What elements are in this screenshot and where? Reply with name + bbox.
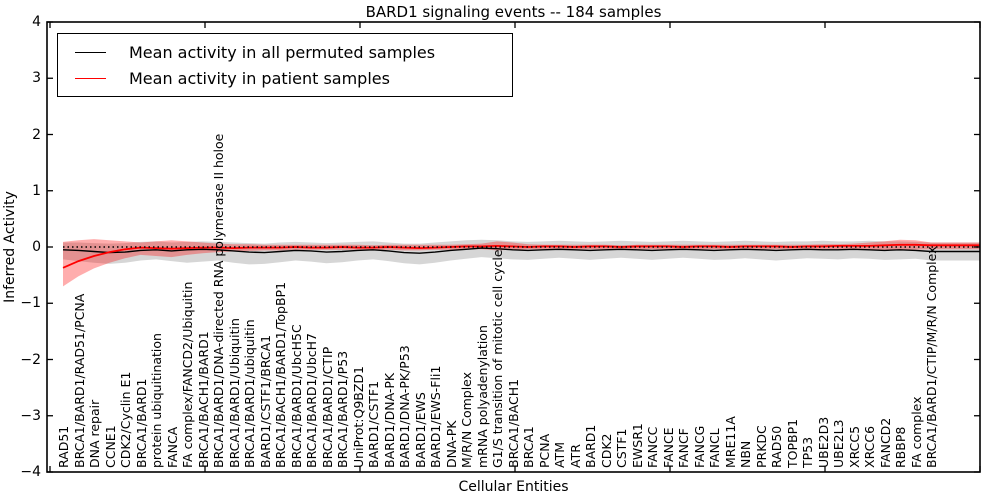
patient-band: [63, 239, 980, 287]
x-category-label: XRCC5: [846, 425, 862, 468]
x-category-label: FA complex: [908, 396, 924, 468]
x-category-label: NBN: [738, 440, 753, 468]
x-category-label: UniProt:Q9BZD1: [350, 366, 366, 468]
x-category-label: BRCA1/BARD1/UbcH5C: [288, 324, 304, 468]
x-category-label: CDK2: [598, 433, 614, 468]
legend: Mean activity in all permuted samples Me…: [57, 33, 513, 97]
x-category-label: protein ubiquitination: [149, 333, 164, 468]
x-category-label: BRCA1: [521, 426, 536, 468]
x-category-label: UBE2D3: [815, 416, 831, 468]
x-category-label: ATR: [567, 444, 583, 468]
patient-mean-line: [62, 243, 980, 269]
x-category-label: CCNE1: [102, 425, 118, 468]
y-tick-label: −4: [20, 464, 41, 480]
x-axis-label: Cellular Entities: [458, 479, 569, 495]
y-tick-label: 0: [32, 239, 41, 255]
x-category-label: M/R/N Complex: [459, 371, 474, 468]
x-category-label: EWSR1: [629, 423, 645, 468]
x-category-label: BRCA1/BARD1/Ubiquitin: [226, 318, 242, 468]
x-category-label: UBE2L3: [831, 419, 846, 469]
x-category-label: FA complex/FANCD2/Ubiquitin: [180, 281, 195, 468]
legend-item-patient: Mean activity in patient samples: [58, 69, 512, 88]
x-category-label: FANCA: [164, 426, 180, 468]
x-category-label: PCNA: [536, 433, 552, 468]
x-category-label: BARD1/EWS-Fli1: [428, 365, 443, 468]
x-category-label: RAD50: [769, 425, 784, 468]
x-category-label: CDK2/Cyclin E1: [118, 371, 133, 468]
x-category-label: BARD1/CSTF1: [366, 380, 381, 468]
x-category-label: FANCG: [691, 425, 707, 468]
x-category-label: RBBP8: [893, 426, 908, 468]
x-category-label: CSTF1: [614, 428, 629, 468]
x-category-label: BARD1/EWS: [412, 392, 428, 468]
y-tick-label: 4: [32, 14, 41, 30]
x-category-label: FANCF: [676, 428, 691, 468]
legend-item-permuted: Mean activity in all permuted samples: [58, 43, 512, 62]
x-category-label: mRNA polyadenylation: [474, 325, 490, 468]
x-category-label: BRCA1/BARD1/CTIP/M/R/N Complex: [924, 246, 939, 468]
x-category-label: BRCA1/BARD1/P53: [335, 350, 350, 468]
y-tick-label: 3: [32, 70, 41, 87]
x-category-label: BRCA1/BARD1/UbcH7: [304, 333, 319, 468]
x-category-label: TP53: [800, 436, 815, 468]
legend-label-permuted: Mean activity in all permuted samples: [129, 42, 436, 62]
x-category-label: FANCD2: [877, 417, 893, 468]
x-category-label: BARD1/DNA-PK/P53: [397, 345, 412, 468]
y-tick-label: −2: [20, 351, 41, 368]
permuted-line-swatch: [75, 51, 106, 53]
x-category-label: FANCC: [645, 426, 660, 468]
x-category-label: G1/S transition of mitotic cell cycle: [490, 249, 505, 468]
x-category-label: BARD1/DNA-PK: [381, 372, 397, 468]
y-tick-label: −3: [20, 407, 41, 424]
x-category-label: DNA repair: [87, 399, 102, 468]
x-category-label: BRCA1/BARD1/DNA-directed RNA polymerase …: [211, 133, 226, 468]
x-category-label: RAD51: [56, 425, 71, 468]
x-category-label: BRCA1/BARD1/ubiquitin: [242, 319, 257, 468]
patient-line-swatch: [75, 77, 106, 79]
legend-label-patient: Mean activity in patient samples: [129, 68, 390, 88]
y-tick-label: −1: [20, 295, 41, 312]
x-category-label: BRCA1/BARD1/CTIP: [319, 346, 335, 468]
x-category-label: BARD1: [583, 424, 598, 468]
x-category-label: BRCA1/BARD1/RAD51/PCNA: [71, 293, 87, 468]
x-category-label: DNA-PK: [443, 420, 459, 469]
x-category-label: FANCL: [707, 428, 722, 468]
x-category-label: PRKDC: [753, 425, 769, 468]
x-category-label: XRCC6: [862, 425, 877, 468]
x-category-label: FANCE: [660, 427, 676, 468]
chart-title: BARD1 signaling events -- 184 samples: [365, 3, 662, 21]
permuted-mean-line: [62, 247, 980, 254]
x-category-label: BRCA1/BARD1: [133, 378, 149, 468]
x-category-label: BRCA1/BACH1/BARD1: [195, 331, 211, 468]
x-category-label: BRCA1/BACH1/BARD1/TopBP1: [273, 281, 288, 468]
x-category-label: MRE11A: [722, 416, 738, 468]
x-category-label: ATM: [552, 441, 567, 468]
y-tick-label: 1: [32, 182, 41, 199]
x-category-label: BRCA1/BACH1: [505, 378, 521, 468]
x-category-label: TOPBP1: [784, 418, 800, 468]
x-category-label: BARD1/CSTF1/BRCA1: [257, 334, 273, 468]
y-tick-label: 2: [32, 126, 41, 143]
